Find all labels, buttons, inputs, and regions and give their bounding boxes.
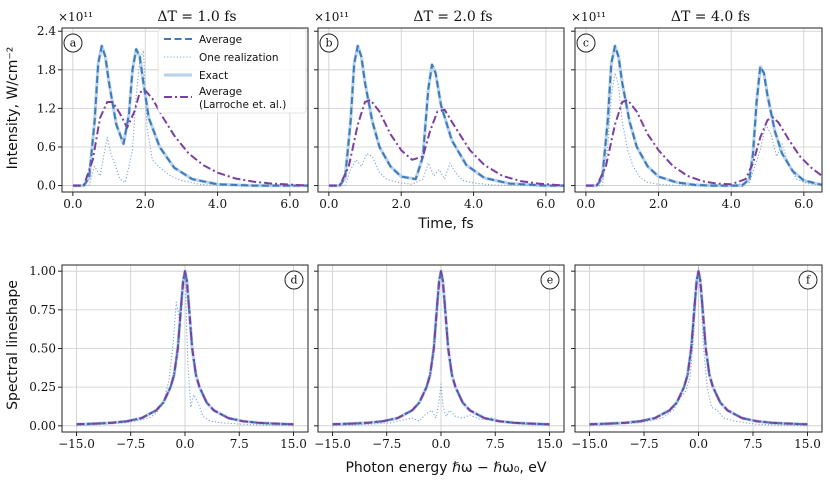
x-tick-label: −15.0	[58, 437, 95, 451]
x-tick-label: 15.0	[280, 437, 307, 451]
legend-label: One realization	[199, 52, 279, 64]
panel-badge-label: c	[583, 37, 589, 50]
x-tick-label: 0.0	[689, 437, 708, 451]
y-tick-label: 0.6	[37, 140, 56, 154]
x-tick-label: 7.5	[486, 437, 505, 451]
x-tick-label: 4.0	[208, 197, 227, 211]
series-line-average	[72, 45, 308, 187]
series-line-average-larroche-et-al	[332, 270, 550, 426]
series-group	[328, 44, 564, 188]
axes-frame	[574, 27, 823, 193]
panel-title: ΔT = 2.0 fs	[413, 9, 492, 25]
series-line-average-larroche-et-al	[589, 270, 808, 426]
panel-badge-label: f	[806, 274, 811, 287]
legend-label: Average	[199, 86, 242, 98]
series-line-one-realization	[72, 49, 308, 187]
panel-badge-label: e	[547, 274, 554, 287]
series-line-average-larroche-et-al	[76, 270, 294, 426]
panel-d: −15.0 −7.5 0.0 7.5 15.0 0.00 0.25 0.50 0.75 1.00 d	[29, 264, 309, 451]
axes-frame	[317, 27, 565, 193]
panel-badge-label: a	[70, 37, 77, 50]
panel-badge-circle	[63, 33, 83, 53]
y-tick-label: 2.4	[37, 24, 56, 38]
y-tick-label: 0.75	[29, 303, 56, 317]
series-line-exact	[328, 44, 564, 188]
panel-e: −15.0 −7.5 0.0 7.5 15.0 e	[314, 264, 565, 451]
x-tick-label: −7.5	[629, 437, 658, 451]
x-tick-label: 0.0	[63, 197, 82, 211]
panel-badge-circle	[576, 33, 596, 53]
x-tick-label: 15.0	[536, 437, 563, 451]
bottom-y-axis-label: Spectral lineshape	[5, 280, 21, 410]
panel-badge-circle	[319, 33, 339, 53]
x-tick-label: 6.0	[536, 197, 555, 211]
x-tick-label: 2.0	[392, 197, 411, 211]
panel-badge-label: d	[290, 274, 297, 287]
panel-title: ΔT = 4.0 fs	[671, 9, 750, 25]
series-line-average	[585, 45, 822, 187]
top-x-axis-label: Time, fs	[417, 216, 473, 232]
y-tick-label: 0.25	[29, 380, 56, 394]
x-tick-label: 0.0	[576, 197, 595, 211]
panel-c: 0.0 2.0 4.0 6.0 ×10¹¹ ΔT = 4.0 fs c	[571, 9, 823, 211]
panel-badge-circle	[540, 270, 560, 290]
x-tick-label: 6.0	[280, 197, 299, 211]
series-line-average-larroche-et-al	[585, 99, 822, 187]
series-line-one-realization	[589, 267, 808, 427]
panel-badge-circle	[284, 270, 304, 290]
legend-label: (Larroche et. al.)	[199, 99, 286, 111]
x-tick-label: 0.0	[431, 437, 450, 451]
x-tick-label: −7.5	[116, 437, 145, 451]
y-tick-label: 1.8	[37, 63, 56, 77]
series-group	[76, 269, 294, 427]
panel-b: 0.0 2.0 4.0 6.0 ×10¹¹ ΔT = 2.0 fs b	[314, 9, 565, 211]
y-tick-label: 1.00	[29, 264, 56, 278]
series-group	[332, 269, 550, 427]
x-tick-label: 4.0	[722, 197, 741, 211]
y-multiplier-label: ×10¹¹	[571, 10, 606, 24]
y-tick-label: 0.50	[29, 342, 56, 356]
x-tick-label: 6.0	[794, 197, 813, 211]
x-tick-label: −7.5	[372, 437, 401, 451]
axes-frame	[61, 27, 309, 193]
panel-badge-label: b	[325, 37, 332, 50]
x-tick-label: 2.0	[649, 197, 668, 211]
y-tick-label: 1.2	[37, 101, 56, 115]
series-group	[589, 267, 808, 427]
bottom-x-axis-label: Photon energy ℏω − ℏω₀, eV	[345, 460, 546, 476]
panel-title: ΔT = 1.0 fs	[157, 9, 236, 25]
x-tick-label: −15.0	[314, 437, 351, 451]
series-line-average	[328, 45, 564, 187]
y-tick-label: 0.00	[29, 419, 56, 433]
x-tick-label: 7.5	[230, 437, 249, 451]
series-line-one-realization	[76, 275, 294, 427]
series-group	[585, 44, 822, 188]
x-tick-label: 2.0	[136, 197, 155, 211]
series-line-one-realization	[328, 152, 564, 187]
x-tick-label: 0.0	[319, 197, 338, 211]
legend-box	[157, 28, 307, 114]
y-tick-label: 0.0	[37, 179, 56, 193]
x-tick-label: 7.5	[743, 437, 762, 451]
panel-a: 0.0 2.0 4.0 6.0 0.0 0.6 1.2 1.8 2.4×10¹¹ ΔT = 1.0…	[37, 9, 309, 211]
x-tick-label: 4.0	[464, 197, 483, 211]
legend-label: Exact	[199, 70, 228, 82]
series-group	[72, 44, 308, 188]
panels: 0.0 2.0 4.0 6.00.00.61.21.82.4×10¹¹ ΔT = 1.0…	[29, 9, 823, 451]
y-multiplier-label: ×10¹¹	[314, 10, 349, 24]
legend-label: Average	[199, 34, 242, 46]
x-tick-label: −15.0	[571, 437, 608, 451]
top-y-axis-label: Intensity, W/cm⁻²	[5, 47, 21, 170]
panel-badge-circle	[798, 270, 818, 290]
x-tick-label: 15.0	[794, 437, 821, 451]
y-multiplier-label: ×10¹¹	[58, 10, 93, 24]
panel-f: −15.0 −7.5 0.0 7.5 15.0 f	[571, 264, 823, 451]
x-tick-label: 0.0	[175, 437, 194, 451]
series-line-average-larroche-et-al	[72, 89, 308, 187]
series-line-one-realization	[585, 72, 822, 187]
series-line-average-larroche-et-al	[328, 99, 564, 187]
